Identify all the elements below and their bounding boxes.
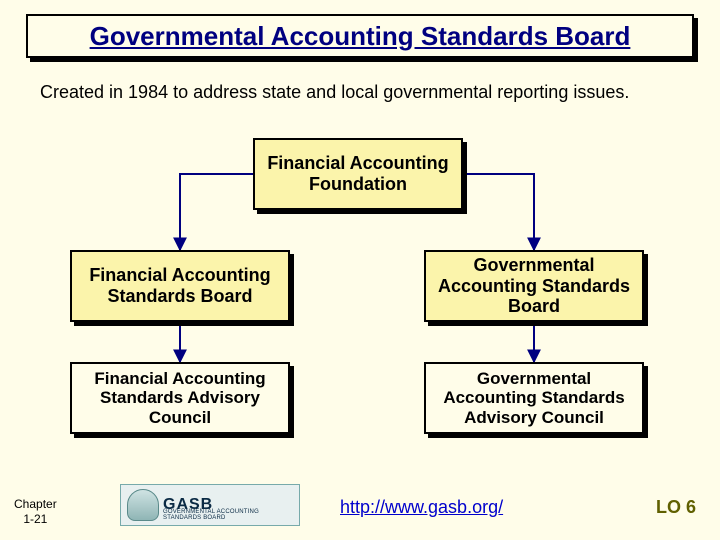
description-text: Created in 1984 to address state and loc…	[40, 80, 680, 104]
dome-icon	[127, 489, 159, 521]
logo-subtext: GOVERNMENTAL ACCOUNTING STANDARDS BOARD	[163, 509, 299, 521]
node-gasb: Governmental Accounting Standards Board	[424, 250, 644, 322]
title-banner: Governmental Accounting Standards Board	[26, 14, 694, 58]
node-gasac: Governmental Accounting Standards Adviso…	[424, 362, 644, 434]
edge-top-right1	[463, 174, 534, 250]
edge-top-left1	[180, 174, 253, 250]
chapter-text: Chapter1-21	[14, 497, 57, 525]
page-title: Governmental Accounting Standards Board	[90, 21, 631, 52]
node-label: Financial Accounting Standards Board	[70, 250, 290, 322]
chapter-label: Chapter1-21	[14, 497, 57, 526]
node-foundation: Financial Accounting Foundation	[253, 138, 463, 210]
gasb-logo: GASB GOVERNMENTAL ACCOUNTING STANDARDS B…	[120, 484, 300, 526]
gasb-link[interactable]: http://www.gasb.org/	[340, 497, 503, 518]
learning-objective: LO 6	[656, 497, 696, 518]
node-fasb: Financial Accounting Standards Board	[70, 250, 290, 322]
title-box: Governmental Accounting Standards Board	[26, 14, 694, 58]
node-label: Financial Accounting Foundation	[253, 138, 463, 210]
node-label: Financial Accounting Standards Advisory …	[70, 362, 290, 434]
node-fasac: Financial Accounting Standards Advisory …	[70, 362, 290, 434]
node-label: Governmental Accounting Standards Adviso…	[424, 362, 644, 434]
node-label: Governmental Accounting Standards Board	[424, 250, 644, 322]
